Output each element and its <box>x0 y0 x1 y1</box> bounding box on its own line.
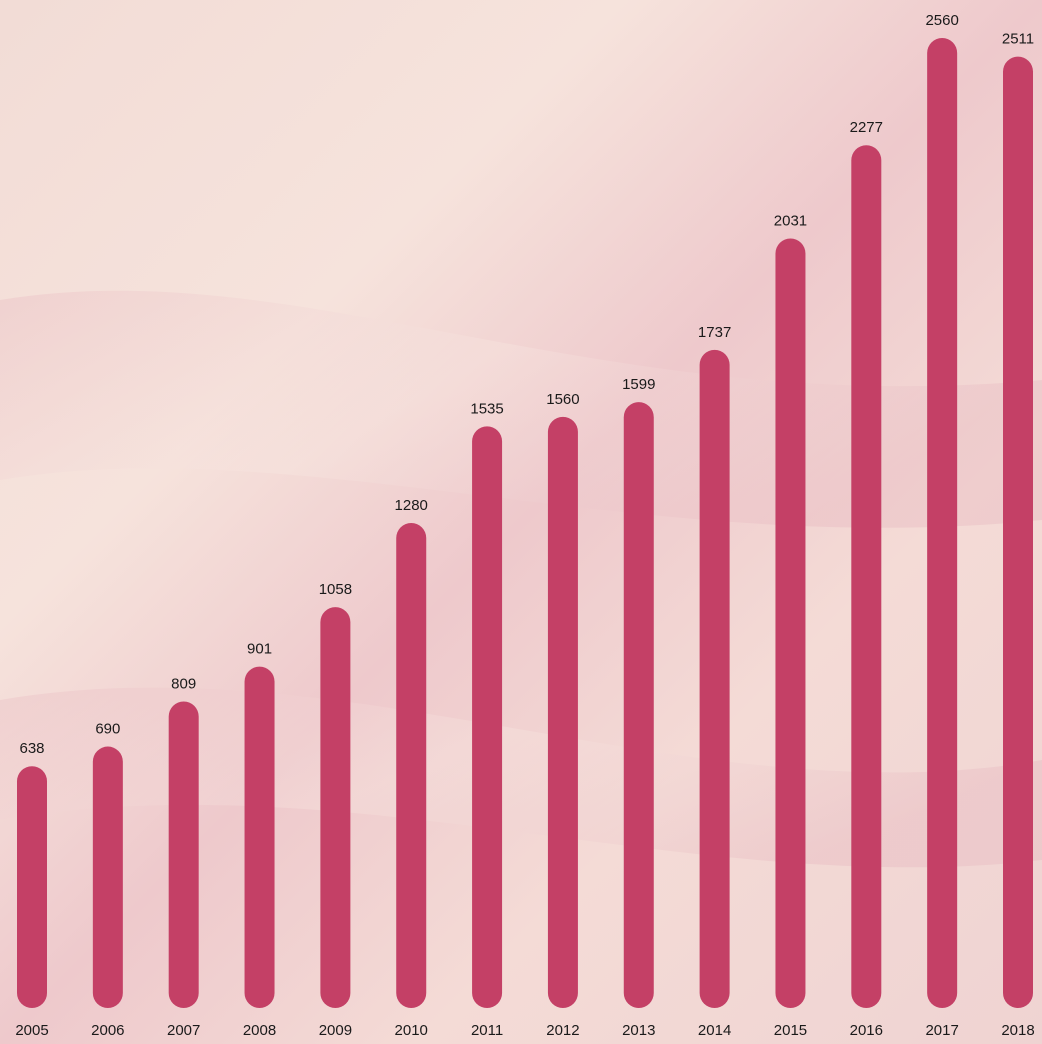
value-label: 901 <box>247 641 272 658</box>
value-label: 1737 <box>698 324 731 341</box>
x-tick-label: 2012 <box>546 1022 579 1039</box>
bar <box>624 402 654 1008</box>
x-tick-label: 2013 <box>622 1022 655 1039</box>
value-label: 1058 <box>319 581 352 598</box>
x-tick-label: 2017 <box>925 1022 958 1039</box>
bar <box>17 766 47 1008</box>
x-tick-label: 2005 <box>15 1022 48 1039</box>
x-tick-label: 2006 <box>91 1022 124 1039</box>
bar <box>472 426 502 1008</box>
x-tick-label: 2016 <box>850 1022 883 1039</box>
value-label: 809 <box>171 675 196 692</box>
x-tick-label: 2008 <box>243 1022 276 1039</box>
bar <box>396 523 426 1008</box>
x-tick-label: 2018 <box>1001 1022 1034 1039</box>
x-tick-label: 2014 <box>698 1022 731 1039</box>
bar <box>93 747 123 1008</box>
value-label: 1599 <box>622 376 655 393</box>
x-tick-label: 2009 <box>319 1022 352 1039</box>
bar <box>245 667 275 1008</box>
value-label: 690 <box>95 721 120 738</box>
bar <box>775 238 805 1008</box>
x-tick-label: 2015 <box>774 1022 807 1039</box>
x-tick-label: 2007 <box>167 1022 200 1039</box>
value-label: 2511 <box>1002 31 1034 48</box>
chart: 638 2005 690 2006 809 2007 901 2008 1058 2009 1280… <box>0 0 1042 1044</box>
value-label: 2560 <box>925 12 958 29</box>
value-label: 1535 <box>470 400 503 417</box>
value-label: 2031 <box>774 212 807 229</box>
value-label: 638 <box>19 740 44 757</box>
value-label: 1560 <box>546 391 579 408</box>
bar <box>700 350 730 1008</box>
bar <box>320 607 350 1008</box>
bar <box>851 145 881 1008</box>
bar <box>548 417 578 1008</box>
value-label: 1280 <box>395 497 428 514</box>
value-label: 2277 <box>850 119 883 136</box>
bar <box>1003 57 1033 1008</box>
x-tick-label: 2010 <box>395 1022 428 1039</box>
bar <box>927 38 957 1008</box>
bar <box>169 701 199 1008</box>
x-tick-label: 2011 <box>471 1022 503 1039</box>
